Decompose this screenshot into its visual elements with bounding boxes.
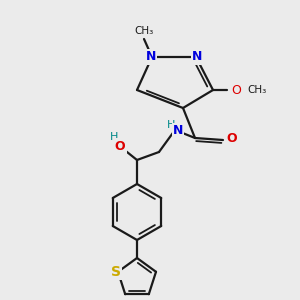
Text: S: S [111,265,121,279]
Text: N: N [192,50,202,64]
Text: H: H [167,120,175,130]
Text: O: O [115,140,125,152]
Text: O: O [227,133,237,146]
Text: O: O [231,83,241,97]
Text: CH₃: CH₃ [247,85,266,95]
Text: H: H [110,132,118,142]
Text: N: N [173,124,183,137]
Text: CH₃: CH₃ [134,26,154,36]
Text: N: N [146,50,156,64]
